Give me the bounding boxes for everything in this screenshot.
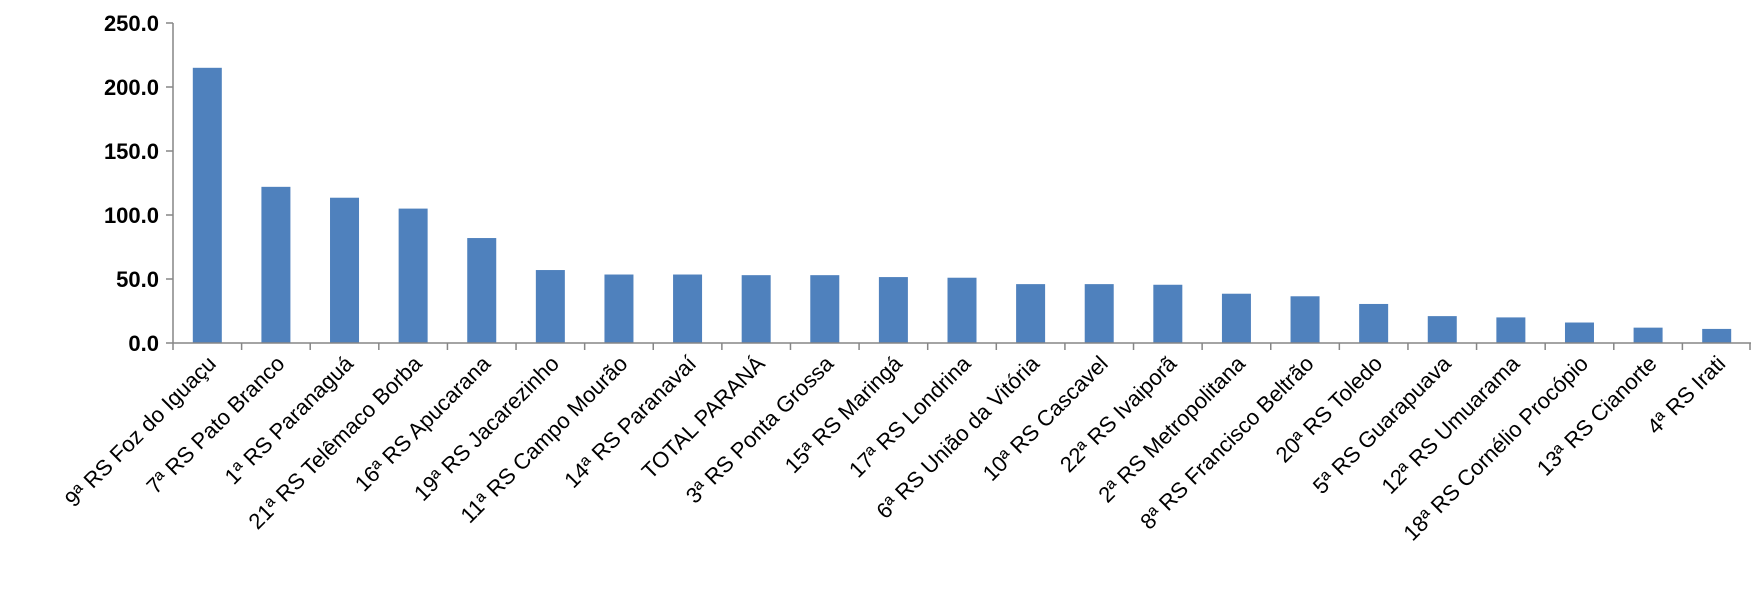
bar [1084, 284, 1114, 343]
bar [1633, 327, 1663, 343]
x-tick-label: 15ª RS Maringá [780, 350, 908, 478]
bar [673, 274, 703, 343]
x-tick-label: 17ª RS Londrina [844, 350, 976, 482]
bar [192, 67, 222, 344]
bar [261, 186, 291, 343]
bar [1359, 303, 1389, 343]
y-axis: 0.0 50.0 100.0 150.0 200.0 250.0 [104, 11, 174, 356]
bar [947, 277, 977, 343]
bar [741, 275, 771, 343]
y-tick-label: 0.0 [128, 331, 159, 356]
y-tick-label: 150.0 [104, 139, 159, 164]
bar [398, 208, 428, 343]
bar [1153, 284, 1183, 343]
bar [1702, 328, 1732, 343]
y-tick-label: 50.0 [116, 267, 159, 292]
x-tick-label: 13ª RS Cianorte [1532, 351, 1662, 481]
bar [535, 270, 565, 343]
bar [330, 197, 360, 343]
bar [810, 275, 840, 343]
y-tick-label: 200.0 [104, 75, 159, 100]
bar [604, 274, 634, 343]
x-tick-label: TOTAL PARANÁ [637, 351, 770, 484]
bars [192, 67, 1732, 344]
y-tick-label: 100.0 [104, 203, 159, 228]
bar [1016, 284, 1046, 343]
bar [1290, 296, 1320, 343]
bar [1221, 293, 1251, 343]
bar [467, 238, 497, 343]
bar [1496, 317, 1526, 343]
x-tick-label: 1ª RS Paranaguá [220, 350, 359, 489]
bar [878, 277, 908, 343]
bar [1427, 316, 1457, 343]
bar [1564, 322, 1594, 343]
x-tick-label: 22ª RS Ivaiporã [1055, 350, 1182, 477]
y-tick-label: 250.0 [104, 11, 159, 36]
x-tick-label: 10ª RS Cascavel [978, 351, 1113, 486]
